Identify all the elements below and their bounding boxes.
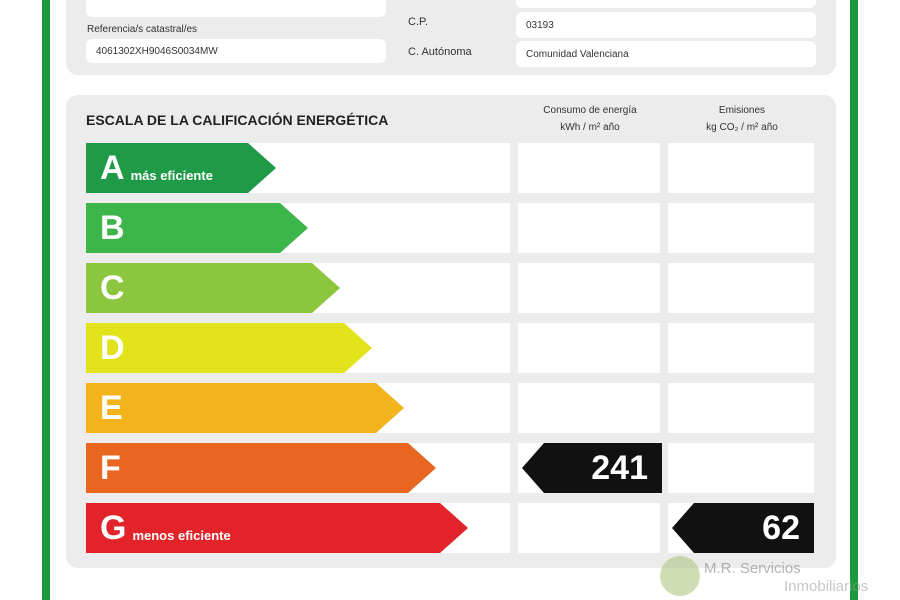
class-arrow-a: A más eficiente <box>86 143 276 193</box>
class-letter: C <box>100 268 125 307</box>
emissions-cell <box>668 203 814 253</box>
consumption-value: 241 <box>522 443 662 493</box>
class-arrow-f: F <box>86 443 436 493</box>
class-letter: F <box>100 448 121 487</box>
emissions-value: 62 <box>672 503 814 553</box>
emissions-cell <box>668 263 814 313</box>
col2-title: Emisiones <box>718 105 766 116</box>
consumption-cell <box>518 503 660 553</box>
green-border-left <box>42 0 50 600</box>
ref-value: 4061302XH9046S0034MW <box>86 39 386 63</box>
class-arrow-c: C <box>86 263 340 313</box>
watermark-line2: Inmobiliarios <box>784 578 869 595</box>
class-letter: E <box>100 388 123 427</box>
emissions-cell <box>668 143 814 193</box>
class-letter: G <box>100 508 127 547</box>
consumption-cell <box>518 383 660 433</box>
consumption-cell <box>518 263 660 313</box>
scale-title: ESCALA DE LA CALIFICACIÓN ENERGÉTICA <box>86 112 389 128</box>
address-field <box>86 0 386 17</box>
class-arrow-b: B <box>86 203 308 253</box>
house-logo-icon <box>660 556 700 596</box>
cp-value: 03193 <box>516 12 816 38</box>
ca-label: C. Autónoma <box>408 46 472 58</box>
emissions-cell <box>668 443 814 493</box>
cp-label: C.P. <box>408 16 428 28</box>
class-arrow-e: E <box>86 383 404 433</box>
consumption-cell <box>518 203 660 253</box>
class-arrow-g: G menos eficiente <box>86 503 468 553</box>
col1-header: Consumo de energía kWh / m² año <box>510 102 670 136</box>
locality-field <box>516 0 816 8</box>
watermark-line1: M.R. Servicios <box>704 560 801 577</box>
class-sub: menos eficiente <box>132 527 231 543</box>
emissions-cell <box>668 383 814 433</box>
col2-header: Emisiones kg CO₂ / m² año <box>662 102 822 136</box>
class-arrow-d: D <box>86 323 372 373</box>
ref-label: Referencia/s catastral/es <box>87 24 198 35</box>
class-letter: A <box>100 148 125 187</box>
ca-value: Comunidad Valenciana <box>516 41 816 67</box>
class-letter: B <box>100 208 125 247</box>
consumption-cell <box>518 143 660 193</box>
class-sub: más eficiente <box>130 167 213 183</box>
consumption-cell <box>518 323 660 373</box>
col1-unit: kWh / m² año <box>560 122 620 133</box>
emissions-cell <box>668 323 814 373</box>
col2-unit: kg CO₂ / m² año <box>706 122 778 133</box>
class-letter: D <box>100 328 125 367</box>
col1-title: Consumo de energía <box>543 105 637 116</box>
green-border-right <box>850 0 858 600</box>
